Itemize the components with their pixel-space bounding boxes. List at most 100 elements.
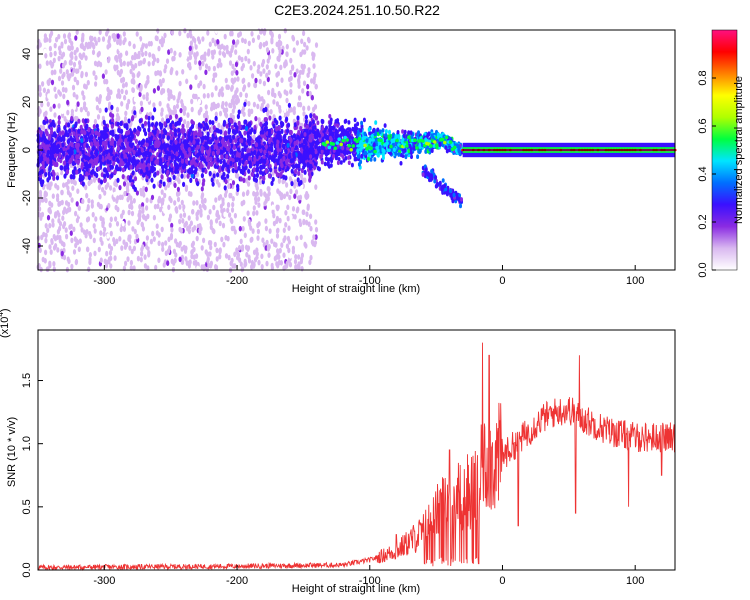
- spectral-point: [123, 94, 127, 101]
- spectral-point: [299, 101, 303, 108]
- spectral-point: [373, 157, 377, 162]
- spectral-point: [60, 41, 64, 48]
- spectral-point: [290, 146, 294, 152]
- spectral-point: [198, 60, 202, 66]
- spectral-point: [66, 256, 70, 263]
- spectral-point: [129, 68, 133, 75]
- spectral-point: [263, 200, 267, 207]
- spectral-point: [141, 206, 145, 212]
- spectral-point: [106, 233, 110, 239]
- spectral-point: [237, 109, 241, 115]
- spectral-point: [140, 106, 144, 113]
- spectral-point: [209, 260, 213, 267]
- spectral-point: [95, 104, 99, 111]
- spectral-point: [127, 209, 131, 216]
- spectral-point: [44, 191, 49, 197]
- spectral-point: [102, 135, 106, 141]
- spectral-point: [68, 37, 72, 44]
- spectral-point: [41, 125, 46, 131]
- spectral-point: [308, 174, 312, 180]
- spectral-point: [75, 47, 79, 53]
- spectral-point: [129, 265, 133, 271]
- spectral-point: [192, 131, 196, 137]
- spectral-point: [224, 179, 228, 185]
- spectral-point: [241, 191, 246, 197]
- spectral-point: [238, 31, 242, 37]
- spectral-point: [83, 83, 87, 89]
- spectral-point: [254, 215, 258, 221]
- spectral-point: [302, 80, 307, 86]
- spectral-point: [172, 95, 176, 101]
- spectral-point: [92, 70, 96, 76]
- spectral-point: [60, 80, 65, 86]
- spectral-point: [193, 93, 197, 100]
- spectral-point: [255, 210, 259, 216]
- spectral-point: [137, 140, 142, 146]
- spectral-point: [225, 154, 229, 160]
- spectral-point: [208, 119, 212, 125]
- spectral-point: [237, 120, 241, 126]
- spectral-point: [247, 168, 251, 174]
- spectral-point: [160, 200, 165, 206]
- spectral-point: [264, 40, 269, 47]
- spectral-point: [259, 71, 263, 77]
- spectral-point: [229, 102, 233, 109]
- spectral-point: [224, 101, 228, 107]
- spectral-point: [63, 173, 67, 179]
- spectral-point: [260, 96, 264, 102]
- spectral-point: [267, 186, 271, 192]
- spectral-point: [112, 187, 116, 193]
- spectral-point: [253, 129, 257, 135]
- spectral-point: [272, 99, 276, 105]
- spectral-point: [239, 238, 243, 245]
- spectral-point: [262, 68, 266, 74]
- spectral-point: [138, 118, 142, 124]
- spectral-point: [62, 93, 66, 100]
- spectral-point: [188, 151, 192, 157]
- spectral-point: [285, 116, 289, 122]
- spectral-point: [113, 191, 117, 198]
- spectral-point: [174, 113, 178, 119]
- spectral-point: [265, 239, 269, 246]
- spectral-point: [268, 228, 272, 234]
- spectral-point: [282, 155, 286, 161]
- spectral-point: [210, 92, 214, 98]
- spectral-point: [165, 58, 170, 64]
- spectral-point: [232, 100, 236, 106]
- spectral-point: [122, 181, 127, 187]
- spectral-point: [148, 151, 152, 157]
- spectral-point: [307, 105, 311, 111]
- spectral-point: [61, 86, 65, 93]
- spectral-point: [126, 181, 130, 188]
- spectral-point: [300, 256, 304, 262]
- spectral-point: [58, 225, 62, 232]
- spectral-point: [123, 190, 127, 197]
- spectral-point: [200, 245, 204, 251]
- spectral-point: [314, 234, 318, 240]
- spectral-point: [64, 200, 69, 206]
- spectral-point: [194, 74, 198, 81]
- spectral-point: [156, 203, 160, 210]
- spectral-point: [83, 204, 87, 210]
- spectral-point: [292, 109, 296, 116]
- spectral-point: [220, 236, 224, 243]
- spectral-point: [116, 33, 120, 39]
- spectral-point: [224, 235, 228, 241]
- spectral-point: [163, 147, 167, 153]
- spectral-point: [145, 95, 149, 102]
- spectral-point: [211, 54, 215, 60]
- spectral-point: [257, 150, 261, 156]
- spectral-point: [138, 161, 142, 167]
- spectral-point: [132, 43, 136, 50]
- spectral-point: [293, 140, 297, 146]
- spectral-point: [78, 60, 82, 66]
- spectral-point: [299, 125, 303, 132]
- spectral-point: [206, 92, 210, 99]
- spectral-point: [229, 147, 233, 153]
- spectral-point: [255, 161, 259, 167]
- spectral-point: [118, 45, 122, 52]
- spectral-point: [305, 219, 309, 226]
- spectral-point: [184, 139, 188, 146]
- spectral-point: [52, 266, 56, 273]
- spectral-point: [145, 80, 149, 86]
